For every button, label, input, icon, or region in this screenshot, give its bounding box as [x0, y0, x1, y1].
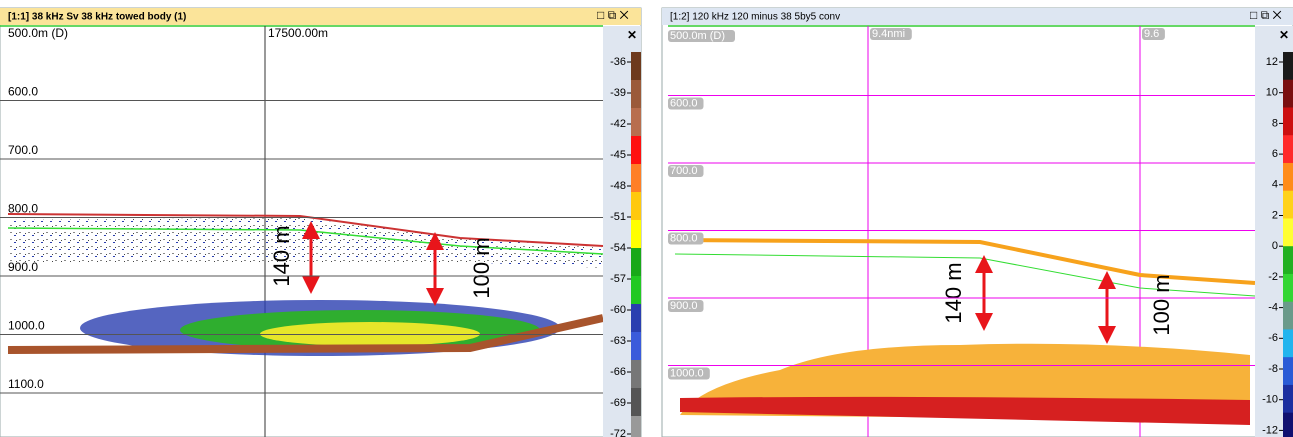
scale-label: -6: [1268, 332, 1278, 344]
scale-swatch: [631, 220, 641, 249]
screen: [1:1] 38 kHz Sv 38 kHz towed body (1) □ …: [0, 0, 1293, 437]
annotation: 140 m: [941, 262, 966, 323]
scale-label: -10: [1262, 394, 1278, 406]
scale-label: -48: [610, 180, 626, 192]
scale-swatch: [631, 388, 641, 417]
scale-swatch: [1283, 413, 1293, 437]
scale-swatch: [1283, 107, 1293, 135]
scale-swatch: [631, 360, 641, 389]
maximize-button[interactable]: □ ⧉ ✕: [1250, 8, 1282, 22]
scale-label: -2: [1268, 271, 1278, 283]
scale-swatch: [631, 248, 641, 277]
scale-swatch: [1283, 329, 1293, 357]
scale-swatch: [1283, 135, 1293, 163]
scale-label: -66: [610, 366, 626, 378]
scale-label: 12: [1266, 56, 1278, 68]
scale-label: 2: [1272, 209, 1278, 221]
scale-swatch: [1283, 80, 1293, 108]
scale-label: 0: [1272, 240, 1278, 252]
depth-label: 700.0: [670, 165, 698, 177]
scale-label: -4: [1268, 302, 1278, 314]
scale-swatch: [631, 276, 641, 305]
maximize-button[interactable]: □ ⧉ ✕: [597, 8, 629, 22]
scale-label: 6: [1272, 148, 1278, 160]
scale-swatch: [1283, 52, 1293, 80]
distance-label: 9.4nmi: [872, 28, 905, 40]
scale-swatch: [631, 108, 641, 137]
scale-label: -12: [1262, 424, 1278, 436]
depth-label: 900.0: [670, 300, 698, 312]
annotation: 140 m: [269, 225, 294, 286]
scale-swatch: [631, 164, 641, 193]
depth-label: 900.0: [8, 260, 38, 274]
scale-swatch: [1283, 357, 1293, 385]
scale-swatch: [631, 52, 641, 81]
right-window: [1:2] 120 kHz 120 minus 38 5by5 conv □ ⧉…: [662, 8, 1293, 437]
annotation: 100 m: [1149, 274, 1174, 335]
depth-label: 700.0: [8, 143, 38, 157]
depth-label: 1100.0: [8, 377, 44, 391]
depth-label: 1000.0: [670, 367, 704, 379]
scale-label: -54: [610, 242, 626, 254]
close-scale[interactable]: ✕: [627, 28, 637, 42]
depth-label: 500.0m (D): [8, 26, 68, 40]
scale-label: 8: [1272, 117, 1278, 129]
left-window: [1:1] 38 kHz Sv 38 kHz towed body (1) □ …: [0, 8, 641, 437]
scale-label: -60: [610, 304, 626, 316]
scale-swatch: [1283, 163, 1293, 191]
annotation: 100 m: [469, 237, 494, 298]
window-title: [1:1] 38 kHz Sv 38 kHz towed body (1): [8, 12, 186, 23]
scale-label: -36: [610, 56, 626, 68]
scale-swatch: [1283, 385, 1293, 413]
depth-label: 600.0: [670, 97, 698, 109]
depth-label: 600.0: [8, 85, 38, 99]
scale-label: -72: [610, 428, 626, 437]
depth-label: 1000.0: [8, 319, 45, 333]
close-scale[interactable]: ✕: [1279, 28, 1289, 42]
scale-label: 10: [1266, 87, 1278, 99]
scale-label: -69: [610, 397, 626, 409]
scale-label: -42: [610, 118, 626, 130]
scale-swatch: [1283, 218, 1293, 246]
depth-label: 800.0: [8, 202, 38, 216]
scale-swatch: [1283, 274, 1293, 302]
scale-swatch: [1283, 246, 1293, 274]
scale-swatch: [631, 304, 641, 333]
distance-label: 9.6: [1144, 28, 1159, 40]
distance-label: 17500.00m: [268, 26, 328, 40]
scale-swatch: [631, 136, 641, 165]
scale-label: -39: [610, 87, 626, 99]
scale-swatch: [631, 332, 641, 361]
depth-label: 500.0m (D): [670, 30, 725, 42]
scale-swatch: [631, 192, 641, 221]
scale-label: -8: [1268, 363, 1278, 375]
depth-label: 800.0: [670, 232, 698, 244]
scale-label: -63: [610, 335, 626, 347]
scale-swatch: [1283, 302, 1293, 330]
scale-label: -45: [610, 149, 626, 161]
scale-swatch: [1283, 191, 1293, 219]
scale-label: -51: [610, 211, 626, 223]
scale-swatch: [631, 416, 641, 437]
scale-label: -57: [610, 273, 626, 285]
window-title: [1:2] 120 kHz 120 minus 38 5by5 conv: [670, 12, 840, 23]
scale-label: 4: [1272, 179, 1278, 191]
scale-swatch: [631, 80, 641, 109]
